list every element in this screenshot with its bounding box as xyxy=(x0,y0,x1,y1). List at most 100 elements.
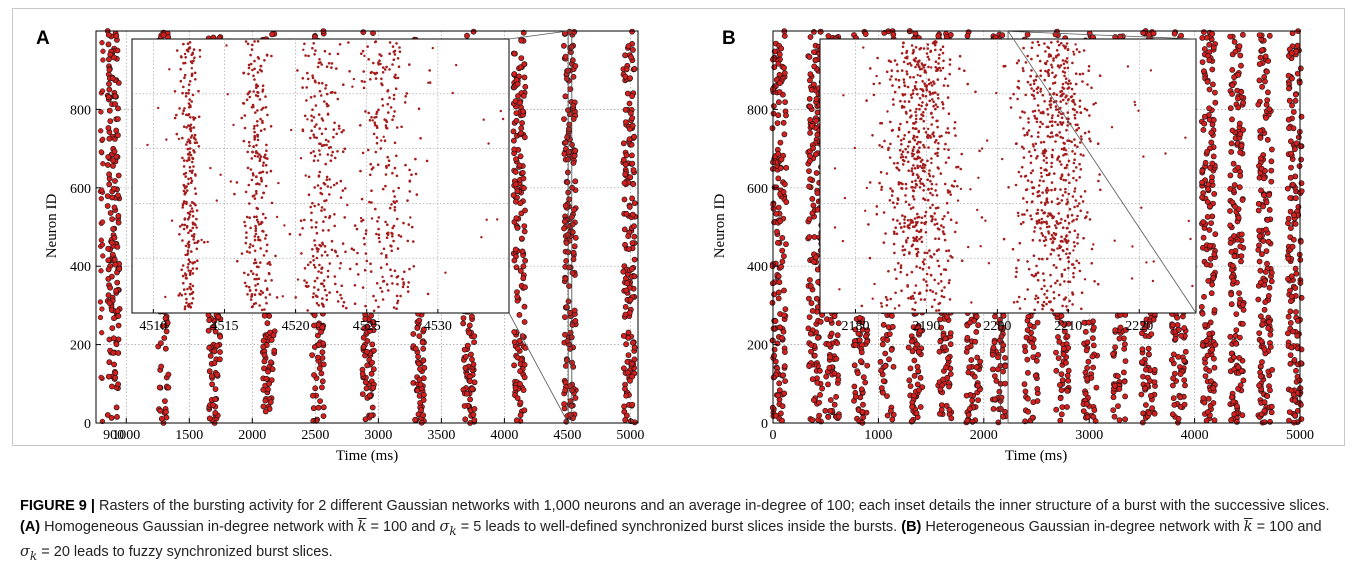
panel-a-inset-spike xyxy=(378,240,381,244)
panel-a-inset-spike xyxy=(259,129,263,132)
panel-a-spike xyxy=(115,116,121,122)
panel-a-inset-spike xyxy=(356,251,359,255)
panel-a-spike xyxy=(100,48,106,54)
panel-a-inset-spike xyxy=(240,252,244,255)
panel-a-inset-spike xyxy=(187,305,191,308)
panel-a-inset-spike xyxy=(264,216,267,220)
panel-a-spike xyxy=(623,287,630,294)
panel-a-inset-spike xyxy=(266,262,270,265)
panel-a-spike xyxy=(115,350,122,356)
panel-a-inset-spike xyxy=(389,268,392,272)
panel-a-inset-spike xyxy=(262,254,266,257)
panel-b-spike xyxy=(855,330,862,337)
panel-a-spike xyxy=(415,353,421,360)
panel-a-inset-spike xyxy=(321,282,324,286)
panel-a-spike xyxy=(518,55,525,61)
panel-a-spike xyxy=(99,242,106,248)
panel-b-spike xyxy=(948,415,955,422)
panel-b-spike xyxy=(777,218,784,225)
panel-a-spike xyxy=(261,352,268,359)
panel-a-inset-spike xyxy=(184,95,188,98)
panel-a-xtick-label: 1500 xyxy=(175,428,203,443)
panel-a-spike xyxy=(268,337,275,343)
panel-b-spike xyxy=(943,364,949,371)
panel-a-inset-spike xyxy=(408,267,411,271)
panel-a-spike xyxy=(521,319,528,325)
panel-a-spike xyxy=(569,57,576,64)
panel-a-inset-spike xyxy=(337,124,341,128)
panel-a-inset-spike xyxy=(296,278,300,281)
panel-a-spike xyxy=(108,414,115,421)
panel-a-inset-spike xyxy=(310,119,314,122)
panel-b-spike xyxy=(827,354,833,360)
panel-a-inset-spike xyxy=(188,147,192,150)
panel-a-spike xyxy=(517,64,524,71)
panel-a-inset-spike xyxy=(408,179,412,183)
panel-a-inset-spike xyxy=(340,130,344,134)
panel-a-spike xyxy=(566,283,572,289)
panel-a-inset-spike xyxy=(314,49,317,52)
panel-b-spike xyxy=(864,362,871,369)
panel-a-spike xyxy=(260,343,267,350)
panel-b-spike xyxy=(809,376,816,383)
panel-a-inset-xtick-label: 4515 xyxy=(210,319,238,334)
panel-a-spike xyxy=(217,333,224,340)
panel-b-spike xyxy=(947,330,954,336)
panel-b-spike xyxy=(1024,395,1031,402)
panel-a-inset-spike xyxy=(380,77,383,81)
panel-a-spike xyxy=(470,411,477,418)
panel-a-spike xyxy=(109,251,116,258)
panel-a-spike xyxy=(626,136,633,143)
panel-b-spike xyxy=(975,397,981,403)
panel-a-inset-spike xyxy=(193,56,196,60)
panel-a-spike xyxy=(521,407,528,414)
panel-a-inset-spike xyxy=(379,62,382,66)
panel-a-inset-spike xyxy=(258,98,262,101)
panel-a-inset-spike xyxy=(187,269,190,272)
panel-b-spike xyxy=(781,287,787,294)
panel-a-inset-spike xyxy=(406,290,410,293)
panel-a-spike xyxy=(567,411,574,418)
panel-a-inset-spike xyxy=(259,64,263,68)
panel-b-spike xyxy=(1034,319,1041,326)
panel-a-inset-spike xyxy=(364,304,367,308)
panel-a-spike xyxy=(158,415,165,422)
panel-b-spike xyxy=(808,342,815,348)
panel-a-spike xyxy=(570,249,577,256)
panel-b-spike xyxy=(965,369,972,376)
panel-b-spike xyxy=(781,70,788,76)
panel-a-spike xyxy=(214,342,220,349)
panel-b-spike xyxy=(811,352,818,359)
panel-a-inset-spike xyxy=(251,244,255,248)
panel-a-inset-spike xyxy=(330,239,334,243)
panel-a-inset-spike xyxy=(310,218,313,222)
panel-a-connector-top xyxy=(508,30,569,40)
panel-a-inset-spike xyxy=(352,248,356,252)
panel-a-ticks: 1000 1500 2000 2500 3000 3500 4000 4500 50009000… xyxy=(70,103,644,443)
panel-a-spike xyxy=(164,319,171,326)
panel-a-inset-spike xyxy=(254,227,258,230)
panel-b-spike xyxy=(778,45,785,52)
panel-a-spike xyxy=(520,387,527,393)
panel-a-spike xyxy=(514,345,521,352)
panel-a-inset-spike xyxy=(346,203,349,207)
panel-a-inset-spike xyxy=(392,200,396,203)
panel-a-inset-spike xyxy=(396,247,400,250)
panel-b-spike xyxy=(780,119,787,126)
panel-b-spike xyxy=(882,350,889,357)
panel-a-spike xyxy=(105,94,112,101)
panel-a-spike xyxy=(564,179,571,186)
panel-b-spike xyxy=(806,363,813,369)
panel-b-spike xyxy=(935,33,942,39)
panel-a-spike xyxy=(315,341,322,348)
panel-a-spike xyxy=(513,110,520,116)
panel-a-inset-spike xyxy=(203,240,206,244)
panel-a-inset-spike xyxy=(249,269,253,273)
panel-a-spike xyxy=(162,345,169,352)
panel-b-spike xyxy=(889,416,896,423)
panel-a-inset-spike xyxy=(400,125,403,129)
panel-a-spike xyxy=(620,332,627,339)
panel-a-inset-spike xyxy=(310,211,313,215)
panel-a-inset-spike xyxy=(243,220,246,224)
panel-a-inset-spike xyxy=(187,246,190,249)
